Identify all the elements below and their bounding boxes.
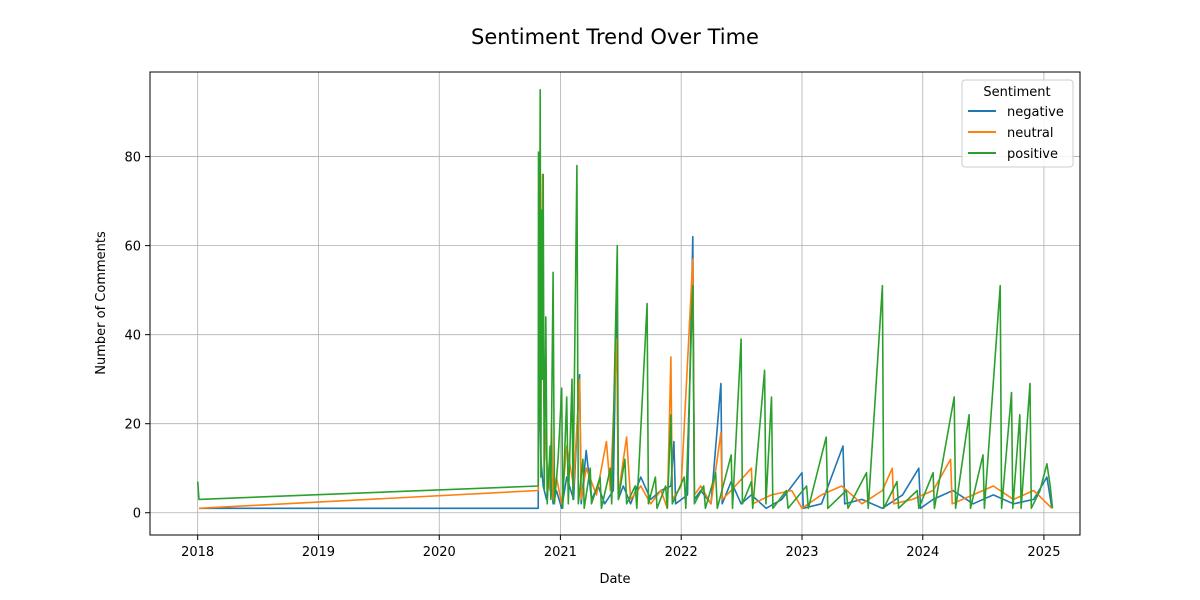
axis-ticks: 2018 2019 2020 2021 2022 2023 2024 2025 0 20 40 60 8… bbox=[124, 151, 1060, 560]
x-tick-label: 2024 bbox=[906, 545, 939, 560]
x-tick-label: 2021 bbox=[544, 545, 577, 560]
plot-frame bbox=[149, 71, 1081, 536]
y-tick-label: 20 bbox=[124, 418, 141, 433]
series-group bbox=[196, 89, 1054, 510]
x-axis-label: Date bbox=[599, 572, 630, 587]
chart-title: Sentiment Trend Over Time bbox=[471, 25, 759, 49]
series-line-negative bbox=[199, 235, 1053, 510]
y-axis-label: Number of Comments bbox=[94, 231, 109, 375]
x-tick-label: 2018 bbox=[181, 545, 214, 560]
y-tick-label: 0 bbox=[133, 507, 141, 522]
x-tick-label: 2020 bbox=[423, 545, 456, 560]
x-tick-label: 2019 bbox=[302, 545, 335, 560]
series-line-neutral bbox=[198, 173, 1053, 510]
x-tick-label: 2023 bbox=[785, 545, 818, 560]
legend-label-positive: positive bbox=[1007, 147, 1058, 162]
legend-label-neutral: neutral bbox=[1007, 126, 1054, 141]
x-tick-label: 2022 bbox=[665, 545, 698, 560]
y-tick-label: 60 bbox=[124, 240, 141, 255]
legend-label-negative: negative bbox=[1007, 105, 1064, 120]
series-line-positive bbox=[196, 89, 1054, 510]
y-tick-label: 40 bbox=[124, 329, 141, 344]
y-tick-label: 80 bbox=[124, 151, 141, 166]
legend-box bbox=[961, 79, 1074, 168]
x-tick-label: 2025 bbox=[1027, 545, 1060, 560]
legend-items: negative neutral positive bbox=[968, 105, 1064, 162]
legend-title: Sentiment bbox=[983, 85, 1050, 100]
legend: Sentiment negative neutral positive bbox=[961, 79, 1074, 168]
